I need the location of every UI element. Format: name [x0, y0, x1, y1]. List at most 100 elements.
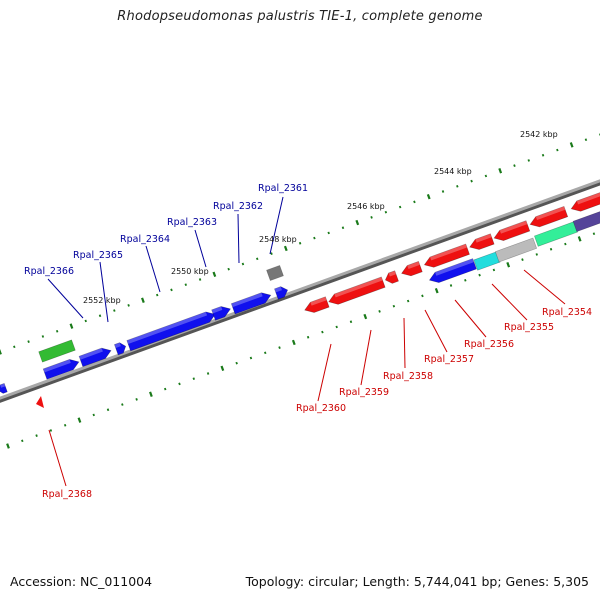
- gene-block-left-edge-highlight: [0, 383, 6, 388]
- gene-block-rpal-2359-highlight: [334, 276, 383, 298]
- gene-block-rpal-2365b-body: [114, 342, 127, 356]
- gene-block-rpal-2363-highlight: [211, 306, 223, 314]
- purple-feature: [572, 211, 600, 233]
- gene-block-rpal-2355-highlight: [475, 233, 492, 243]
- kbp-label-2552: 2552 kbp: [83, 296, 121, 305]
- label-leaders: [47, 196, 566, 487]
- inner-minor-tick: [163, 387, 167, 391]
- gray-feature: [266, 265, 284, 281]
- outer-minor-tick: [584, 138, 588, 142]
- outer-major-tick: [69, 323, 74, 329]
- outer-minor-tick: [556, 148, 559, 152]
- gene-block-rpal-2364: [126, 311, 216, 352]
- gene-block-rpal-2366-body: [42, 359, 80, 380]
- inner-major-tick: [363, 313, 368, 320]
- inner-minor-tick: [335, 325, 338, 329]
- gene-block-rpal-2362-highlight: [231, 292, 263, 308]
- inner-major-tick: [291, 339, 296, 346]
- leader-line-rpal-2361: [269, 196, 284, 255]
- gene-block-rpal-2365b: [114, 342, 127, 356]
- gene-block-rpal-2358-body: [384, 270, 399, 284]
- outer-minor-tick: [13, 345, 16, 349]
- gene-block-rpal-2363: [211, 306, 231, 321]
- outer-minor-tick: [98, 314, 102, 318]
- gene-label-rpal-2362: Rpal_2362: [213, 201, 263, 212]
- gene-block-rpal-2364-body: [126, 311, 216, 352]
- gene-block-rpal-2365-body: [78, 347, 112, 368]
- inner-minor-tick: [492, 268, 496, 272]
- gene-label-rpal-2357: Rpal_2357: [424, 354, 474, 365]
- outer-tick-track: [0, 133, 600, 355]
- outer-minor-tick: [527, 159, 530, 162]
- gene-block-rpal-2363-body: [211, 306, 231, 321]
- gene-label-rpal-2354: Rpal_2354: [542, 307, 592, 318]
- accession-text: Accession: NC_011004: [10, 574, 153, 589]
- gene-block-rpal-2356-body: [423, 243, 470, 268]
- gene-block-rpal-2366-highlight: [43, 359, 71, 373]
- gene-label-rpal-2355: Rpal_2355: [504, 322, 554, 333]
- gene-block-right-1-highlight: [535, 206, 566, 221]
- gene-block-rpal-2357: [401, 261, 423, 277]
- leader-line-rpal-2356: [454, 299, 487, 338]
- outer-minor-tick: [441, 190, 445, 193]
- gene-block-rpal-2361-highlight: [274, 286, 282, 293]
- outer-major-tick: [283, 245, 288, 252]
- leader-line-rpal-2365: [99, 261, 109, 323]
- inner-minor-tick: [549, 247, 553, 251]
- outer-minor-tick: [198, 278, 202, 281]
- gene-block-rpal-2354: [493, 220, 531, 241]
- gene-block-rpal-2356-highlight: [430, 243, 468, 261]
- leader-line-rpal-2357: [424, 309, 448, 353]
- gene-label-rpal-2368: Rpal_2368: [42, 489, 92, 500]
- feature-track: [0, 192, 600, 408]
- gene-block-rpal-2365: [78, 347, 112, 368]
- leader-line-rpal-2354: [523, 269, 566, 305]
- inner-minor-tick: [592, 232, 596, 236]
- outer-minor-tick: [41, 335, 45, 338]
- gene-block-blue-lower: [428, 258, 477, 283]
- gene-label-rpal-2361: Rpal_2361: [258, 183, 308, 194]
- inner-minor-tick: [535, 253, 538, 256]
- outer-minor-tick: [155, 293, 159, 297]
- gene-label-rpal-2366: Rpal_2366: [24, 266, 74, 277]
- gene-block-rpal-2360: [304, 296, 330, 313]
- gene-block-rpal-2358-highlight: [388, 270, 397, 277]
- gene-block-rpal-2357-body: [401, 261, 423, 277]
- outer-major-tick: [569, 142, 574, 148]
- gene-block-rpal-2362: [230, 292, 272, 315]
- outer-minor-tick: [298, 241, 302, 245]
- cyan-feature: [473, 251, 501, 271]
- outer-minor-tick: [341, 226, 345, 230]
- gene-block-right-2-highlight: [576, 192, 600, 205]
- inner-minor-tick: [249, 356, 253, 360]
- outer-minor-tick: [256, 257, 259, 261]
- inner-minor-tick: [135, 398, 138, 401]
- outer-minor-tick: [513, 164, 516, 167]
- inner-minor-tick: [349, 320, 353, 324]
- outer-minor-tick: [327, 231, 330, 235]
- inner-minor-tick: [235, 361, 238, 365]
- inner-minor-tick: [35, 434, 38, 437]
- gene-block-left-edge-body: [0, 383, 8, 394]
- leader-line-rpal-2360: [317, 343, 332, 402]
- leader-line-rpal-2364: [145, 245, 161, 293]
- outer-minor-tick: [127, 304, 130, 307]
- inner-major-tick: [6, 443, 10, 449]
- gene-block-rpal-2354-body: [493, 220, 531, 241]
- outer-major-tick: [141, 297, 145, 303]
- gene-block-right-1-body: [529, 205, 569, 228]
- gene-block-rpal-2354-highlight: [499, 220, 528, 234]
- outer-major-tick: [0, 349, 2, 355]
- gene-label-rpal-2356: Rpal_2356: [464, 339, 514, 350]
- gene-block-rpal-2365b-highlight: [114, 342, 121, 348]
- inner-tick-track: [6, 232, 596, 449]
- gene-label-rpal-2363: Rpal_2363: [167, 217, 217, 228]
- gene-block-rpal-2360-highlight: [310, 296, 327, 306]
- leader-line-rpal-2355: [491, 283, 528, 321]
- gene-block-rpal-2366: [42, 359, 80, 380]
- inner-minor-tick: [63, 423, 67, 427]
- inner-minor-tick: [464, 278, 467, 282]
- inner-major-tick: [577, 236, 582, 242]
- leader-line-rpal-2359: [360, 329, 372, 386]
